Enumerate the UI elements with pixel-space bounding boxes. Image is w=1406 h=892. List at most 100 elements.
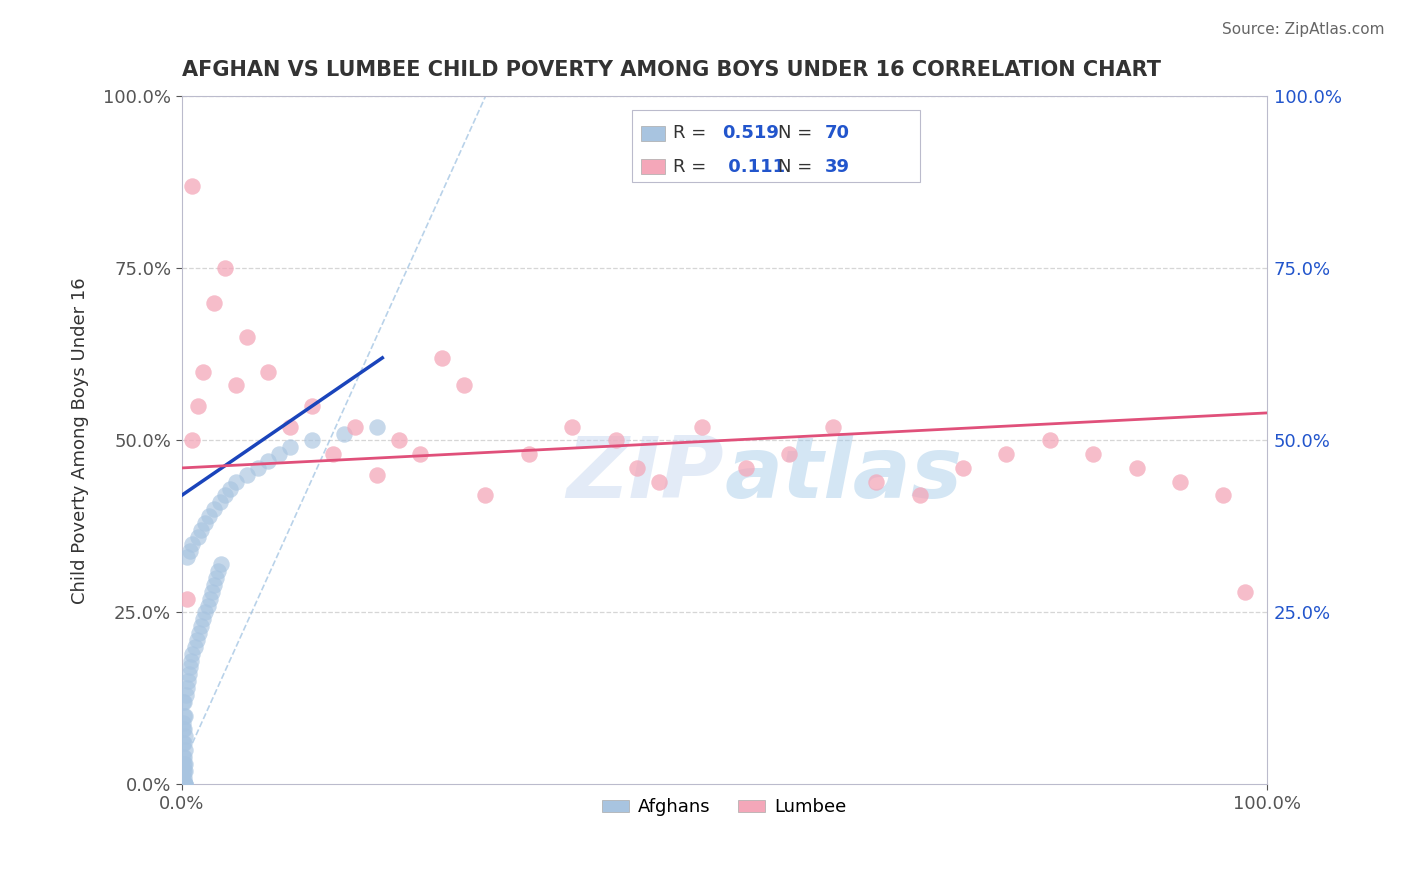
Point: [197, 509, 219, 524]
Point: [333, 426, 356, 441]
Point: [214, 488, 236, 502]
Point: [219, 482, 242, 496]
Point: [235, 330, 257, 344]
Point: [172, 771, 194, 785]
Point: [301, 434, 323, 448]
Point: [205, 571, 228, 585]
Point: [209, 558, 232, 572]
Text: atlas: atlas: [724, 434, 962, 516]
Point: [194, 516, 217, 530]
Point: [257, 365, 280, 379]
Point: [179, 660, 201, 674]
Point: [517, 447, 540, 461]
Point: [1212, 488, 1234, 502]
Point: [173, 708, 195, 723]
Point: [173, 777, 195, 791]
Point: [176, 681, 198, 695]
Point: [202, 578, 225, 592]
Point: [235, 467, 257, 482]
Point: [648, 475, 671, 489]
Point: [778, 447, 800, 461]
Point: [172, 750, 194, 764]
Point: [692, 419, 714, 434]
Point: [865, 475, 887, 489]
FancyBboxPatch shape: [641, 159, 665, 174]
Point: [174, 688, 197, 702]
Point: [183, 640, 205, 654]
Text: R =: R =: [673, 158, 713, 176]
Point: [821, 419, 844, 434]
Point: [172, 756, 194, 771]
Point: [181, 536, 204, 550]
Text: 39: 39: [825, 158, 851, 176]
Point: [1125, 461, 1147, 475]
Point: [173, 750, 195, 764]
Point: [186, 632, 208, 647]
Point: [430, 351, 453, 365]
Point: [735, 461, 758, 475]
Point: [173, 764, 195, 778]
Point: [1234, 584, 1257, 599]
Point: [908, 488, 931, 502]
Point: [172, 695, 194, 709]
Point: [181, 178, 204, 193]
Point: [278, 440, 301, 454]
Point: [1168, 475, 1191, 489]
Point: [190, 523, 212, 537]
Point: [173, 771, 195, 785]
Legend: Afghans, Lumbee: Afghans, Lumbee: [595, 791, 853, 823]
Point: [180, 654, 202, 668]
Text: ZIP: ZIP: [567, 434, 724, 516]
Point: [246, 461, 269, 475]
Point: [173, 695, 195, 709]
Point: [190, 619, 212, 633]
FancyBboxPatch shape: [641, 126, 665, 141]
Point: [173, 777, 195, 791]
Y-axis label: Child Poverty Among Boys Under 16: Child Poverty Among Boys Under 16: [72, 277, 89, 604]
Point: [173, 708, 195, 723]
Point: [1083, 447, 1105, 461]
Point: [202, 295, 225, 310]
Point: [198, 591, 221, 606]
Text: 0.519: 0.519: [723, 124, 779, 143]
Point: [187, 530, 209, 544]
Point: [952, 461, 974, 475]
Point: [207, 564, 229, 578]
Point: [173, 723, 195, 737]
Point: [172, 764, 194, 778]
Point: [225, 475, 247, 489]
Point: [172, 715, 194, 730]
Text: AFGHAN VS LUMBEE CHILD POVERTY AMONG BOYS UNDER 16 CORRELATION CHART: AFGHAN VS LUMBEE CHILD POVERTY AMONG BOY…: [181, 60, 1160, 79]
Point: [179, 543, 201, 558]
Point: [626, 461, 648, 475]
Text: N =: N =: [779, 158, 818, 176]
Point: [172, 777, 194, 791]
Point: [225, 378, 247, 392]
Point: [193, 612, 215, 626]
Point: [201, 584, 224, 599]
Point: [173, 777, 195, 791]
Point: [561, 419, 583, 434]
Point: [177, 674, 200, 689]
Point: [173, 777, 195, 791]
Point: [202, 502, 225, 516]
Point: [194, 606, 217, 620]
Point: [301, 399, 323, 413]
Point: [173, 764, 195, 778]
Text: R =: R =: [673, 124, 713, 143]
Point: [173, 729, 195, 743]
Point: [344, 419, 367, 434]
Point: [173, 756, 195, 771]
Point: [181, 434, 204, 448]
Text: N =: N =: [779, 124, 818, 143]
Point: [176, 591, 198, 606]
Point: [172, 723, 194, 737]
Point: [187, 399, 209, 413]
Point: [173, 777, 195, 791]
Point: [269, 447, 291, 461]
Text: 0.111: 0.111: [723, 158, 785, 176]
Point: [208, 495, 231, 509]
Point: [181, 647, 204, 661]
Point: [605, 434, 627, 448]
Point: [187, 626, 209, 640]
